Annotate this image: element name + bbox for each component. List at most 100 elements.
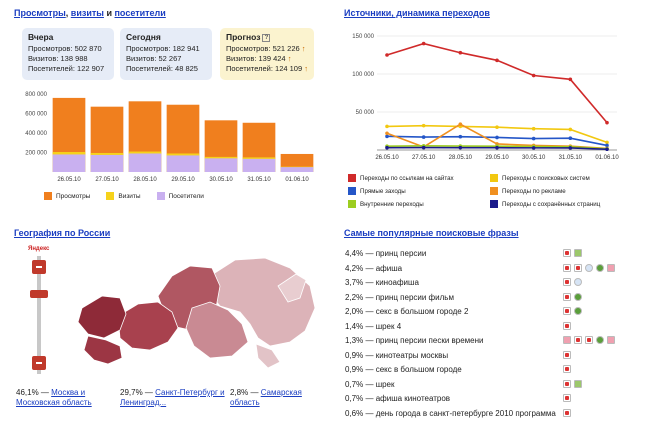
data-point[interactable] (568, 146, 573, 150)
image-search-icon[interactable] (574, 379, 582, 388)
bar-visitors[interactable] (204, 158, 238, 172)
sources-legend-item: Переходы по ссылкам на сайтах (348, 174, 454, 182)
data-point[interactable] (495, 145, 499, 150)
series-line (386, 42, 608, 124)
mail-icon[interactable] (607, 263, 615, 272)
rambler-icon[interactable] (596, 336, 604, 344)
data-point[interactable] (458, 122, 463, 126)
phrase-text: 0,6% — день города в санкт-петербурге 20… (345, 409, 563, 419)
data-point[interactable] (421, 123, 426, 128)
data-point[interactable] (458, 50, 463, 55)
bar-visitors[interactable] (280, 167, 314, 172)
data-point[interactable] (495, 125, 499, 129)
x-tick-label: 26.05.10 (375, 155, 399, 161)
search-engine-icon[interactable] (563, 263, 571, 272)
bar-visitors[interactable] (90, 154, 124, 172)
x-tick-label: 01.06.10 (595, 155, 619, 161)
data-point[interactable] (385, 134, 389, 139)
bar-visitors[interactable] (166, 155, 200, 172)
visits-count: Визитов: 139 424 ↑ (226, 54, 308, 64)
data-point[interactable] (531, 126, 536, 131)
search-engine-icon[interactable] (563, 394, 571, 402)
data-point[interactable] (421, 135, 426, 139)
data-point[interactable] (531, 73, 536, 78)
geo-section-title[interactable]: География по России (14, 228, 111, 238)
search-engine-icon[interactable] (563, 321, 571, 330)
x-tick-label: 26.05.10 (57, 177, 81, 183)
views-link[interactable]: Просмотры (14, 8, 66, 18)
map-region-south (83, 335, 123, 365)
stats-box-yesterday: Вчера Просмотров: 502 870 Визитов: 138 9… (22, 28, 114, 80)
search-engine-icon[interactable] (563, 292, 571, 301)
x-tick-label: 31.05.10 (559, 155, 583, 161)
x-tick-label: 30.05.10 (522, 155, 546, 161)
visitors-link[interactable]: посетители (114, 8, 166, 18)
data-point[interactable] (495, 135, 499, 140)
data-point[interactable] (385, 124, 389, 129)
data-point[interactable] (385, 131, 389, 136)
phrase-text: 2,0% — секс в большом городе 2 (345, 307, 563, 317)
data-point[interactable] (495, 58, 499, 63)
globe-icon[interactable] (574, 278, 582, 286)
zoom-slider-handle[interactable] (30, 290, 48, 298)
search-engine-icon[interactable] (563, 350, 571, 359)
mail-icon[interactable] (607, 336, 615, 344)
search-engine-icon[interactable] (563, 249, 571, 257)
phrase-text: 0,9% — кинотеатры москвы (345, 351, 563, 361)
x-tick-label: 31.05.10 (247, 177, 271, 183)
search-engine-icon[interactable] (574, 336, 582, 344)
data-point[interactable] (458, 145, 463, 150)
rambler-icon[interactable] (596, 263, 604, 272)
phrase-row: 0,6% — день города в санкт-петербурге 20… (345, 408, 645, 431)
phrase-percent: 3,7% — (345, 278, 376, 287)
data-point[interactable] (421, 41, 426, 46)
data-point[interactable] (421, 145, 426, 150)
image-search-icon[interactable] (574, 249, 582, 257)
data-point[interactable] (531, 136, 536, 141)
phrase-engines (563, 379, 582, 388)
data-point[interactable] (605, 120, 609, 125)
russia-map[interactable] (60, 246, 320, 376)
legend-swatch (348, 187, 356, 195)
region-link[interactable]: Санкт-Петербург и Ленинград... (120, 388, 225, 407)
legend-label: Переходы по ссылкам на сайтах (360, 174, 454, 182)
region-link[interactable]: Самарская область (230, 388, 302, 407)
search-engine-icon[interactable] (563, 408, 571, 417)
visits-link[interactable]: визиты (70, 8, 104, 18)
search-engine-icon[interactable] (563, 379, 571, 388)
data-point[interactable] (568, 77, 573, 82)
data-point[interactable] (605, 147, 609, 152)
mail-icon[interactable] (563, 336, 571, 344)
visitors-count: Посетителей: 48 825 (126, 64, 198, 73)
globe-icon[interactable] (585, 263, 593, 272)
rambler-icon[interactable] (574, 292, 582, 301)
views-count: Просмотров: 182 941 (126, 44, 200, 53)
data-point[interactable] (531, 146, 536, 150)
legend-swatch (44, 192, 52, 200)
bar-visitors[interactable] (52, 154, 86, 172)
phrase-row: 2,0% — секс в большом городе 2 (345, 307, 645, 322)
data-point[interactable] (568, 127, 573, 132)
data-point[interactable] (385, 145, 389, 150)
help-icon[interactable]: ? (262, 33, 271, 42)
region-link[interactable]: Москва и Московская область (16, 388, 92, 407)
rambler-icon[interactable] (574, 307, 582, 315)
data-point[interactable] (605, 140, 609, 145)
data-point[interactable] (568, 136, 573, 141)
data-point[interactable] (385, 53, 389, 57)
bar-visitors[interactable] (242, 158, 276, 172)
phrase-label: принц персии пески времени (375, 336, 484, 345)
visits-forecast: Визитов: 139 424 (226, 54, 286, 63)
phrase-label: киноафиша (375, 278, 419, 287)
search-engine-icon[interactable] (563, 307, 571, 315)
bar-visitors[interactable] (128, 153, 162, 172)
data-point[interactable] (605, 143, 609, 148)
phrases-section-title[interactable]: Самые популярные поисковые фразы (344, 228, 519, 238)
search-engine-icon[interactable] (563, 365, 571, 373)
search-engine-icon[interactable] (574, 263, 582, 272)
sources-line-chart: 150 000 100 000 50 000 26.05.10 27.05.10 28.0… (352, 34, 619, 161)
sources-section-title[interactable]: Источники, динамика переходов (344, 8, 490, 18)
search-engine-icon[interactable] (585, 336, 593, 344)
data-point[interactable] (458, 134, 463, 139)
search-engine-icon[interactable] (563, 278, 571, 286)
